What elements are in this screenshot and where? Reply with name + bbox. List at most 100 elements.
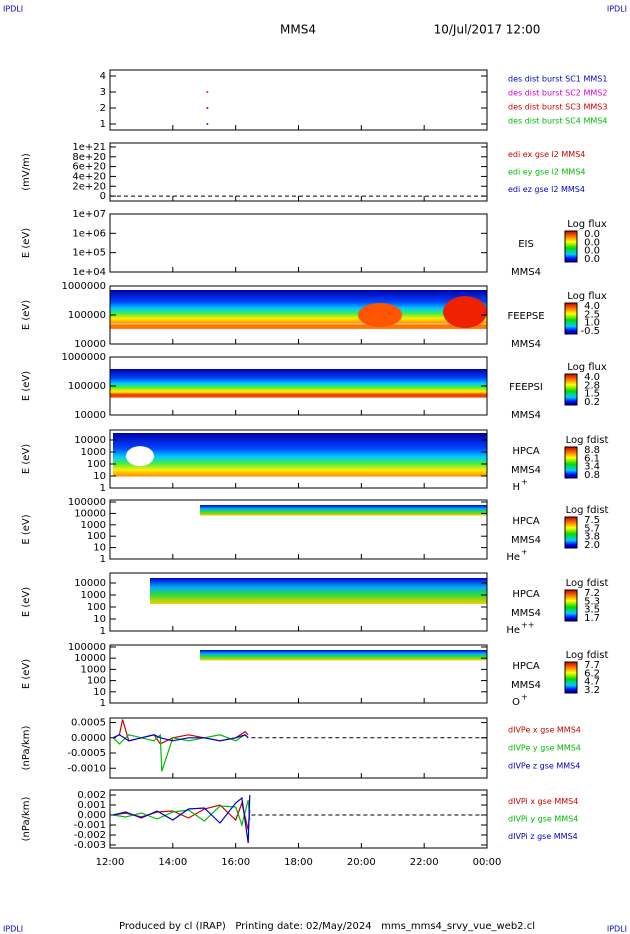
- colorbar: [564, 589, 578, 622]
- y-tick-label: 0.0005: [71, 718, 106, 729]
- series-line: [112, 733, 249, 772]
- panel-frame: [109, 69, 488, 131]
- species-label: He: [506, 625, 520, 636]
- y-tick-label: 1: [100, 626, 106, 637]
- colorbar-tick-label: 5.7: [584, 523, 600, 534]
- y-tick-label: 4: [100, 71, 106, 82]
- spectrogram: [200, 650, 487, 661]
- panel-frame: [109, 142, 488, 202]
- y-axis-label: E (eV): [21, 228, 32, 258]
- y-tick-label: 0.000: [77, 810, 106, 821]
- colorbar-tick-label: -0.5: [580, 326, 600, 337]
- y-tick-label: 4e+20: [72, 171, 106, 182]
- y-tick-label: 10000: [74, 339, 106, 350]
- y-tick-label: 10: [93, 614, 106, 625]
- y-tick-label: 10000: [74, 578, 106, 589]
- panel-frame: [109, 213, 488, 273]
- y-tick-label: 1: [100, 119, 106, 130]
- y-axis-label: E (eV): [21, 659, 32, 689]
- y-tick-label: 1000: [81, 664, 106, 675]
- spectrogram: [110, 369, 487, 396]
- y-tick-label: 100000: [68, 381, 106, 392]
- y-tick-label: -0.0010: [67, 763, 106, 774]
- y-tick-label: 1: [100, 698, 106, 709]
- legend-label: des dist burst SC1 MMS1: [508, 75, 607, 84]
- legend-label: dIVPe x gse MMS4: [508, 725, 581, 734]
- colorbar-tick-label: 5.3: [584, 596, 600, 607]
- colorbar-tick-label: 2.0: [584, 540, 600, 551]
- panel-frame: [109, 789, 488, 849]
- colorbar-title: Log flux: [567, 291, 607, 302]
- y-axis-label: E (eV): [21, 444, 32, 474]
- corner-label: IPDLI: [3, 925, 23, 934]
- species-label: He: [506, 552, 520, 563]
- y-tick-label: 1000: [81, 520, 106, 531]
- colorbar-tick-label: 0.2: [584, 397, 600, 408]
- species-label: ++: [521, 621, 534, 630]
- x-tick-label: 22:00: [410, 857, 439, 868]
- y-tick-label: 0.0000: [71, 733, 106, 744]
- y-tick-label: 1e+04: [72, 267, 106, 278]
- y-tick-label: 0: [100, 191, 106, 202]
- colorbar: [564, 446, 578, 479]
- y-tick-label: 1: [100, 554, 106, 565]
- spacecraft-label: MMS4: [511, 339, 541, 350]
- y-axis-label: (nPa/km): [21, 726, 32, 771]
- y-tick-label: -0.003: [74, 840, 106, 851]
- y-tick-label: 2: [100, 103, 106, 114]
- colorbar-tick-label: 2.8: [584, 380, 600, 391]
- y-tick-label: 3: [100, 87, 106, 98]
- footer: Produced by cl (IRAP) Printing date: 02/…: [119, 921, 535, 932]
- y-tick-label: 10000: [74, 508, 106, 519]
- colorbar-title: Log fdist: [566, 578, 609, 589]
- point: [206, 107, 209, 109]
- colorbar-tick-label: 7.5: [584, 515, 600, 526]
- spectrogram: [110, 290, 487, 324]
- x-tick-label: 18:00: [284, 857, 313, 868]
- y-tick-label: 10000: [74, 653, 106, 664]
- spacecraft-label: MMS4: [511, 608, 541, 619]
- colorbar-tick-label: 6.2: [584, 668, 600, 679]
- y-tick-label: 1000000: [61, 352, 106, 363]
- x-tick-label: 12:00: [96, 857, 125, 868]
- x-tick-label: 14:00: [158, 857, 187, 868]
- y-tick-label: 0.002: [77, 790, 106, 801]
- colorbar-title: Log fdist: [566, 505, 609, 516]
- spacecraft-label: MMS4: [511, 267, 541, 278]
- x-tick-label: 20:00: [347, 857, 376, 868]
- y-axis-label: (nPa/km): [21, 797, 32, 842]
- x-tick-label: 16:00: [221, 857, 250, 868]
- legend-label: dIVPe y gse MMS4: [508, 744, 581, 753]
- spectrogram: [110, 393, 487, 398]
- colorbar-tick-label: 1.0: [584, 318, 600, 329]
- species-label: +: [521, 693, 528, 702]
- colorbar-tick-label: 0.8: [584, 470, 600, 481]
- colorbar: [564, 230, 578, 263]
- colorbar-title: Log fdist: [566, 650, 609, 661]
- spacecraft-label: MMS4: [511, 410, 541, 421]
- spectrogram: [443, 296, 487, 329]
- colorbar-tick-label: 6.1: [584, 453, 600, 464]
- species-label: H: [512, 482, 520, 493]
- spacecraft-title: MMS4: [280, 23, 316, 37]
- legend-label: dIVPi x gse MMS4: [508, 797, 578, 806]
- colorbar-tick-label: 4.7: [584, 677, 600, 688]
- colorbar-tick-label: 3.5: [584, 605, 600, 616]
- y-axis-label: E (eV): [21, 300, 32, 330]
- y-tick-label: 10: [93, 471, 106, 482]
- colorbar: [564, 373, 578, 406]
- colorbar-title: Log fdist: [566, 435, 609, 446]
- y-tick-label: 10: [93, 687, 106, 698]
- legend-label: dIVPi z gse MMS4: [508, 832, 578, 841]
- legend-label: edi ez gse l2 MMS4: [508, 185, 585, 194]
- colorbar-tick-label: 3.4: [584, 462, 600, 473]
- y-tick-label: -0.0005: [67, 748, 106, 759]
- colorbar-tick-label: 8.8: [584, 445, 600, 456]
- y-tick-label: 100000: [68, 310, 106, 321]
- colorbar-tick-label: 0.0: [584, 229, 600, 240]
- colorbar-tick-label: 4.0: [584, 372, 600, 383]
- series-line: [112, 794, 251, 844]
- x-tick-label: 00:00: [473, 857, 502, 868]
- legend-label: des dist burst SC2 MMS2: [508, 89, 607, 98]
